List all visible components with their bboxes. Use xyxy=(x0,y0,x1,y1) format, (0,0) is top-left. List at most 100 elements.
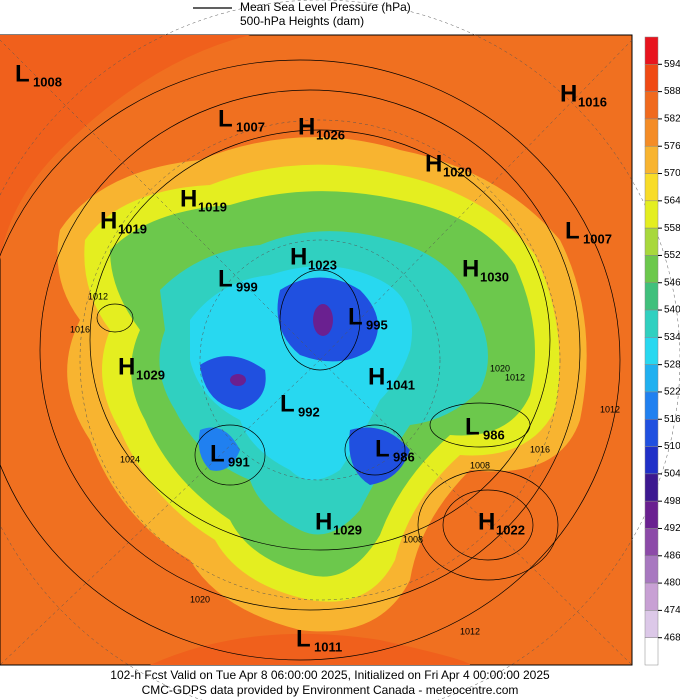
colorbar-label: 528 xyxy=(664,359,680,370)
center-value: 995 xyxy=(366,317,388,332)
center-letter: H xyxy=(462,255,479,282)
isobar-label: 1020 xyxy=(490,363,510,373)
isobar-label: 1008 xyxy=(470,460,490,470)
blue-core xyxy=(198,427,240,471)
center-letter: L xyxy=(218,265,233,292)
colorbar-swatch xyxy=(644,391,659,420)
center-letter: L xyxy=(15,60,30,87)
center-letter: H xyxy=(100,207,117,234)
center-letter: L xyxy=(280,390,295,417)
center-value: 991 xyxy=(228,454,250,469)
colorbar-swatch xyxy=(644,610,659,638)
center-letter: H xyxy=(315,508,332,535)
colorbar-swatch xyxy=(644,91,659,120)
isobar-label: 1012 xyxy=(600,404,620,414)
colorbar-label: 522 xyxy=(664,387,680,398)
colorbar-label: 540 xyxy=(664,305,680,316)
colorbar-swatch xyxy=(644,419,659,447)
center-letter: L xyxy=(465,413,480,440)
center-value: 1016 xyxy=(578,94,607,109)
center-value: 1023 xyxy=(308,257,337,272)
blue-core xyxy=(349,427,410,485)
center-value: 1020 xyxy=(443,164,472,179)
center-value: 1022 xyxy=(496,522,525,537)
colorbar-swatch xyxy=(644,637,659,666)
colorbar-swatch xyxy=(644,500,659,529)
center-letter: H xyxy=(478,508,495,535)
center-letter: L xyxy=(348,303,363,330)
center-letter: H xyxy=(298,113,315,140)
colorbar-label: 516 xyxy=(664,414,680,425)
colorbar-label: 552 xyxy=(664,250,680,261)
footer-text: 102-h Fcst Valid on Tue Apr 8 06:00:00 2… xyxy=(110,668,550,682)
center-letter: H xyxy=(368,363,385,390)
colorbar-swatch xyxy=(644,473,659,502)
colorbar-swatch xyxy=(644,309,659,338)
center-value: 1029 xyxy=(136,367,165,382)
colorbar-swatch xyxy=(644,173,659,202)
center-value: 1019 xyxy=(198,199,227,214)
colorbar-swatch xyxy=(644,64,659,92)
colorbar: 594 588 582 576 570 564 558 552 546 540 534 528 522 5… xyxy=(644,36,680,666)
colorbar-swatch xyxy=(644,255,659,283)
colorbar-label: 486 xyxy=(664,550,680,561)
isobar-label: 1016 xyxy=(70,324,90,334)
colorbar-label: 570 xyxy=(664,168,680,179)
colorbar-label: 546 xyxy=(664,277,680,288)
colorbar-swatch xyxy=(644,337,659,365)
center-value: 1007 xyxy=(583,231,612,246)
center-letter: L xyxy=(296,625,311,652)
center-letter: H xyxy=(425,150,442,177)
center-letter: L xyxy=(565,217,580,244)
center-letter: L xyxy=(210,440,225,467)
center-letter: H xyxy=(180,185,197,212)
colorbar-swatch xyxy=(644,582,659,611)
isobar-label: 1016 xyxy=(530,444,550,454)
center-value: 1011 xyxy=(314,639,342,654)
colorbar-swatch xyxy=(644,446,659,475)
shade xyxy=(150,633,470,665)
colorbar-swatch xyxy=(644,555,659,584)
center-letter: L xyxy=(375,435,390,462)
colorbar-label: 534 xyxy=(664,332,680,343)
colorbar-label: 588 xyxy=(664,86,680,97)
center-value: 986 xyxy=(483,427,505,442)
footer-text: CMC-GDPS data provided by Environment Ca… xyxy=(142,683,519,697)
colorbar-label: 582 xyxy=(664,114,680,125)
colorbar-label: 480 xyxy=(664,578,680,589)
center-letter: L xyxy=(218,105,233,132)
colorbar-swatch xyxy=(644,145,659,174)
center-value: 1008 xyxy=(33,74,62,89)
center-value: 1030 xyxy=(480,269,509,284)
colorbar-label: 510 xyxy=(664,441,680,452)
colorbar-swatch xyxy=(644,364,659,393)
isobar-label: 1012 xyxy=(88,291,108,301)
colorbar-label: 576 xyxy=(664,141,680,152)
colorbar-label: 564 xyxy=(664,195,680,206)
isobar-label: 1024 xyxy=(120,454,140,464)
colorbar-label: 498 xyxy=(664,496,680,507)
isobar-label: 1020 xyxy=(190,594,210,604)
purple-core xyxy=(313,304,333,336)
center-value: 1007 xyxy=(236,119,265,134)
center-letter: H xyxy=(560,80,577,107)
legend-text: 500-hPa Heights (dam) xyxy=(240,14,364,28)
legend-text: Mean Sea Level Pressure (hPa) xyxy=(240,0,411,14)
colorbar-label: 558 xyxy=(664,223,680,234)
colorbar-label: 504 xyxy=(664,469,680,480)
center-value: 986 xyxy=(393,449,415,464)
center-value: 999 xyxy=(236,279,258,294)
colorbar-label: 468 xyxy=(664,632,680,643)
colorbar-swatch xyxy=(644,200,659,229)
center-value: 992 xyxy=(298,404,320,419)
colorbar-swatch xyxy=(644,227,659,256)
center-value: 1029 xyxy=(333,522,362,537)
colorbar-swatch xyxy=(644,282,659,311)
isobars xyxy=(0,59,621,661)
isobar-label: 1008 xyxy=(403,534,423,544)
center-letter: H xyxy=(290,243,307,270)
